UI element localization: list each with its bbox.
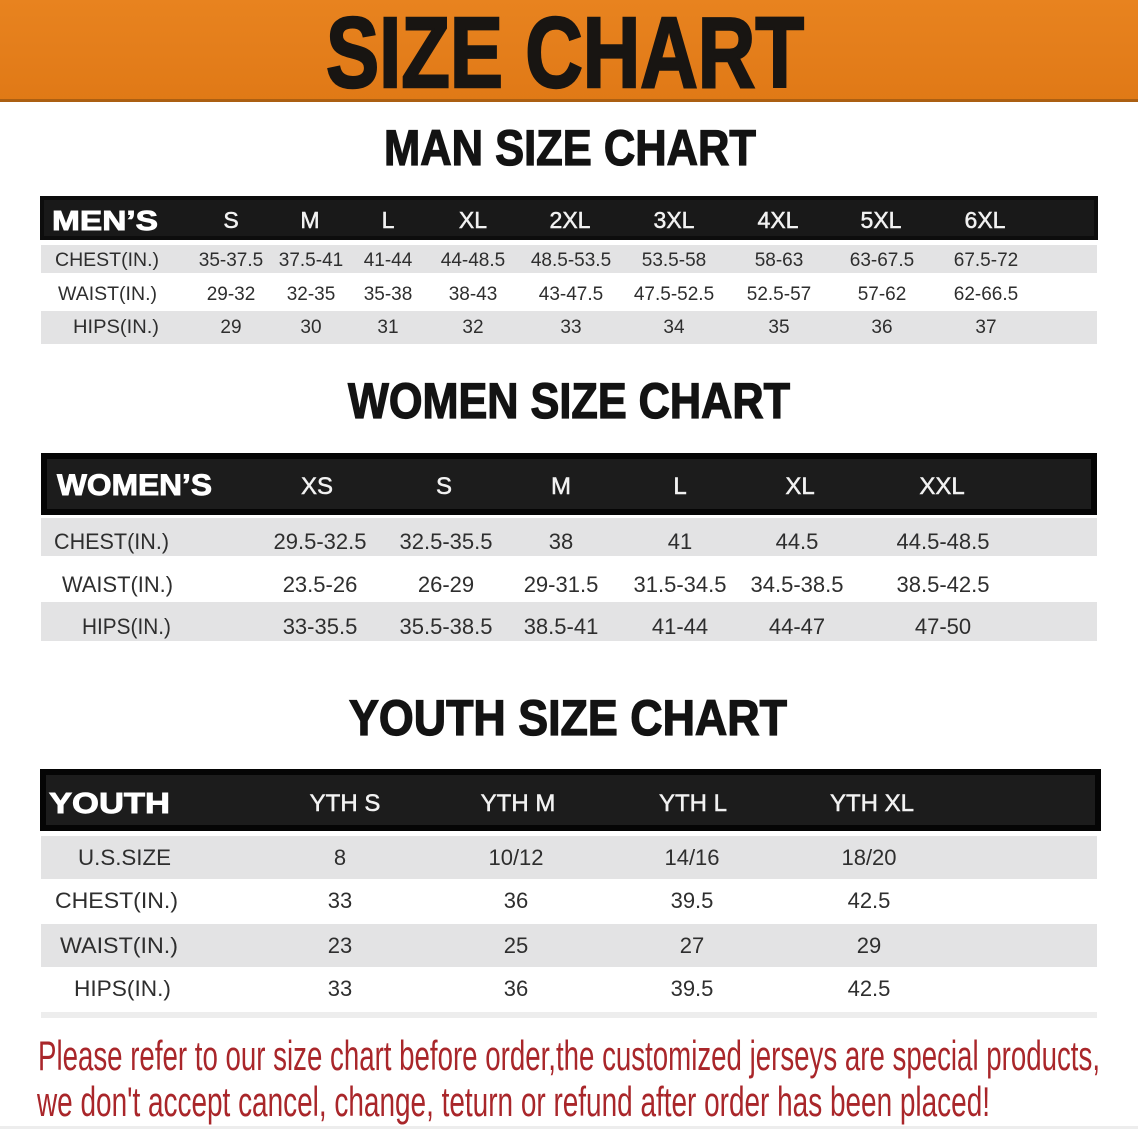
svg-text:44.5-48.5: 44.5-48.5	[897, 529, 990, 554]
svg-text:35-37.5: 35-37.5	[199, 250, 263, 271]
svg-text:23.5-26: 23.5-26	[283, 572, 358, 597]
svg-text:6XL: 6XL	[965, 207, 1006, 233]
svg-text:M: M	[300, 207, 319, 233]
svg-text:WAIST(IN.): WAIST(IN.)	[58, 284, 157, 305]
svg-text:25: 25	[504, 933, 528, 958]
svg-text:29: 29	[220, 317, 241, 338]
svg-text:29: 29	[857, 933, 881, 958]
svg-text:31: 31	[377, 317, 398, 338]
svg-text:YTH M: YTH M	[481, 790, 556, 817]
svg-text:HIPS(IN.): HIPS(IN.)	[82, 614, 171, 639]
svg-text:SIZE CHART: SIZE CHART	[326, 0, 804, 109]
svg-text:MEN’S: MEN’S	[52, 205, 158, 236]
svg-text:XL: XL	[785, 473, 814, 500]
svg-text:38.5-41: 38.5-41	[524, 614, 599, 639]
svg-text:U.S.SIZE: U.S.SIZE	[78, 845, 171, 870]
svg-text:35-38: 35-38	[364, 284, 413, 305]
svg-text:42.5: 42.5	[848, 976, 891, 1001]
svg-text:M: M	[551, 473, 571, 500]
svg-text:34.5-38.5: 34.5-38.5	[751, 572, 844, 597]
svg-text:CHEST(IN.): CHEST(IN.)	[55, 888, 178, 913]
svg-text:XL: XL	[459, 207, 487, 233]
svg-text:we don't accept cancel, change: we don't accept cancel, change, teturn o…	[36, 1078, 990, 1125]
svg-text:S: S	[223, 207, 238, 233]
svg-text:47.5-52.5: 47.5-52.5	[634, 284, 714, 305]
svg-text:5XL: 5XL	[861, 207, 902, 233]
svg-text:YOUTH: YOUTH	[49, 788, 170, 820]
svg-text:35: 35	[768, 317, 789, 338]
svg-text:CHEST(IN.): CHEST(IN.)	[54, 529, 169, 554]
svg-text:HIPS(IN.): HIPS(IN.)	[74, 976, 171, 1001]
svg-text:32-35: 32-35	[287, 284, 336, 305]
svg-text:HIPS(IN.): HIPS(IN.)	[73, 317, 159, 338]
svg-text:30: 30	[300, 317, 321, 338]
svg-text:YTH L: YTH L	[659, 790, 727, 817]
svg-text:52.5-57: 52.5-57	[747, 284, 811, 305]
svg-text:63-67.5: 63-67.5	[850, 250, 914, 271]
svg-text:39.5: 39.5	[671, 976, 714, 1001]
svg-text:36: 36	[504, 888, 528, 913]
svg-text:WOMEN SIZE CHART: WOMEN SIZE CHART	[348, 373, 790, 429]
svg-text:WOMEN’S: WOMEN’S	[57, 469, 212, 502]
svg-text:YOUTH SIZE CHART: YOUTH SIZE CHART	[349, 690, 787, 746]
svg-text:37: 37	[975, 317, 996, 338]
svg-text:XS: XS	[301, 473, 333, 500]
svg-text:WAIST(IN.): WAIST(IN.)	[60, 933, 178, 958]
svg-text:L: L	[673, 473, 686, 500]
svg-text:53.5-58: 53.5-58	[642, 250, 706, 271]
svg-text:26-29: 26-29	[418, 572, 474, 597]
svg-text:42.5: 42.5	[848, 888, 891, 913]
svg-text:44-48.5: 44-48.5	[441, 250, 505, 271]
svg-text:36: 36	[871, 317, 892, 338]
svg-text:10/12: 10/12	[488, 845, 543, 870]
svg-text:S: S	[436, 473, 452, 500]
svg-text:58-63: 58-63	[755, 250, 804, 271]
svg-text:67.5-72: 67.5-72	[954, 250, 1018, 271]
svg-text:44-47: 44-47	[769, 614, 825, 639]
svg-text:L: L	[382, 207, 395, 233]
svg-text:Please refer to our size chart: Please refer to our size chart before or…	[38, 1032, 1100, 1079]
svg-text:41-44: 41-44	[364, 250, 413, 271]
svg-text:31.5-34.5: 31.5-34.5	[634, 572, 727, 597]
svg-text:47-50: 47-50	[915, 614, 971, 639]
svg-text:48.5-53.5: 48.5-53.5	[531, 250, 611, 271]
svg-text:3XL: 3XL	[654, 207, 695, 233]
svg-text:29.5-32.5: 29.5-32.5	[274, 529, 367, 554]
svg-text:YTH S: YTH S	[310, 790, 381, 817]
svg-text:43-47.5: 43-47.5	[539, 284, 603, 305]
svg-text:41-44: 41-44	[652, 614, 708, 639]
svg-text:14/16: 14/16	[664, 845, 719, 870]
svg-text:2XL: 2XL	[550, 207, 591, 233]
svg-text:36: 36	[504, 976, 528, 1001]
svg-text:CHEST(IN.): CHEST(IN.)	[55, 250, 159, 271]
svg-text:41: 41	[668, 529, 692, 554]
svg-text:MAN SIZE CHART: MAN SIZE CHART	[384, 120, 756, 176]
svg-text:29-31.5: 29-31.5	[524, 572, 599, 597]
svg-text:18/20: 18/20	[841, 845, 896, 870]
svg-text:33: 33	[328, 976, 352, 1001]
svg-text:WAIST(IN.): WAIST(IN.)	[62, 572, 173, 597]
svg-text:32.5-35.5: 32.5-35.5	[400, 529, 493, 554]
svg-text:23: 23	[328, 933, 352, 958]
svg-text:39.5: 39.5	[671, 888, 714, 913]
svg-text:62-66.5: 62-66.5	[954, 284, 1018, 305]
svg-text:33-35.5: 33-35.5	[283, 614, 358, 639]
svg-text:57-62: 57-62	[858, 284, 907, 305]
svg-text:XXL: XXL	[919, 473, 964, 500]
svg-text:44.5: 44.5	[776, 529, 819, 554]
svg-text:38-43: 38-43	[449, 284, 498, 305]
svg-text:27: 27	[680, 933, 704, 958]
svg-text:8: 8	[334, 845, 346, 870]
svg-text:4XL: 4XL	[758, 207, 799, 233]
svg-text:32: 32	[462, 317, 483, 338]
svg-text:37.5-41: 37.5-41	[279, 250, 343, 271]
svg-text:33: 33	[560, 317, 581, 338]
svg-text:34: 34	[663, 317, 685, 338]
svg-text:33: 33	[328, 888, 352, 913]
svg-text:35.5-38.5: 35.5-38.5	[400, 614, 493, 639]
svg-text:YTH XL: YTH XL	[830, 790, 914, 817]
svg-text:29-32: 29-32	[207, 284, 256, 305]
svg-text:38: 38	[549, 529, 573, 554]
svg-text:38.5-42.5: 38.5-42.5	[897, 572, 990, 597]
